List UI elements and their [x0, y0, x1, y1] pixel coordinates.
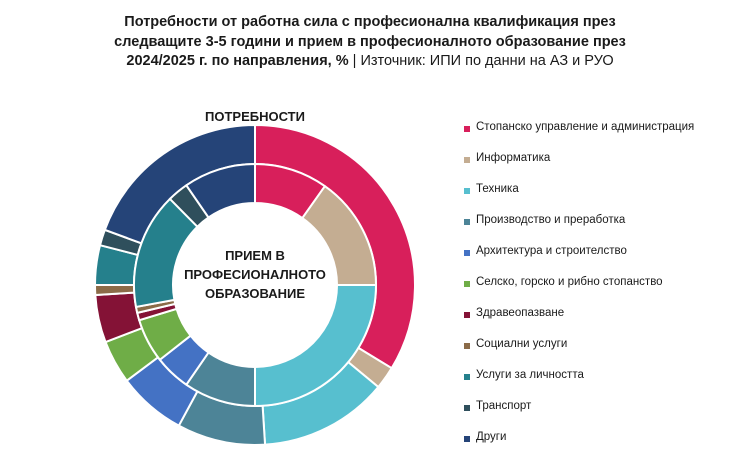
- legend-item: Здравеопазване: [462, 307, 694, 338]
- legend-swatch-icon: [464, 436, 470, 442]
- legend-item: Информатика: [462, 152, 694, 183]
- legend-item: Архитектура и строителство: [462, 245, 694, 276]
- slice-needs-7: [93, 284, 136, 297]
- legend-item: Производство и преработка: [462, 214, 694, 245]
- legend-label: Други: [476, 431, 507, 443]
- legend-label: Услуги за личността: [476, 369, 584, 381]
- title-line-3: 2024/2025 г. по направления, % | Източни…: [126, 53, 614, 69]
- legend-label: Информатика: [476, 152, 551, 164]
- chart-legend: Стопанско управление и администрация Инфо…: [462, 121, 694, 462]
- legend-swatch-icon: [464, 405, 470, 411]
- legend-item: Услуги за личността: [462, 369, 694, 400]
- legend-label: Здравеопазване: [476, 307, 565, 319]
- legend-label: Социални услуги: [476, 338, 568, 350]
- legend-swatch-icon: [464, 250, 470, 256]
- inner-ring-label-line-3: ОБРАЗОВАНИЕ: [205, 286, 305, 301]
- legend-swatch-icon: [464, 281, 470, 287]
- inner-ring-label-line-1: ПРИЕМ В: [225, 248, 285, 263]
- legend-swatch-icon: [464, 343, 470, 349]
- legend-swatch-icon: [464, 219, 470, 225]
- chart-source: Източник: ИПИ по данни на АЗ и РУО: [360, 53, 614, 69]
- legend-swatch-icon: [464, 312, 470, 318]
- legend-swatch-icon: [464, 188, 470, 194]
- legend-item: Стопанско управление и администрация: [462, 121, 694, 152]
- legend-item: Техника: [462, 183, 694, 214]
- title-separator: |: [352, 53, 361, 69]
- legend-item: Селско, горско и рибно стопанство: [462, 276, 694, 307]
- legend-label: Селско, горско и рибно стопанство: [476, 276, 663, 288]
- legend-label: Стопанско управление и администрация: [476, 121, 695, 133]
- legend-item: Транспорт: [462, 400, 694, 431]
- legend-swatch-icon: [464, 374, 470, 380]
- inner-ring-label-line-2: ПРОФЕСИОНАЛНОТО: [184, 267, 326, 282]
- title-line-1: Потребности от работна сила с професиона…: [124, 14, 616, 30]
- legend-label: Техника: [476, 183, 519, 195]
- legend-swatch-icon: [464, 126, 470, 132]
- legend-item: Други: [462, 431, 694, 462]
- legend-label: Транспорт: [476, 400, 532, 412]
- chart-title: Потребности от работна сила с професиона…: [0, 13, 740, 72]
- inner-ring-admission: [133, 162, 378, 408]
- slice-admission-10: [184, 162, 256, 219]
- legend-swatch-icon: [464, 157, 470, 163]
- legend-label: Архитектура и строителство: [476, 245, 627, 257]
- outer-ring-label: ПОТРЕБНОСТИ: [205, 109, 305, 124]
- legend-item: Социални услуги: [462, 338, 694, 369]
- legend-label: Производство и преработка: [476, 214, 626, 226]
- title-line-2: следващите 3-5 години и прием в професио…: [114, 33, 626, 50]
